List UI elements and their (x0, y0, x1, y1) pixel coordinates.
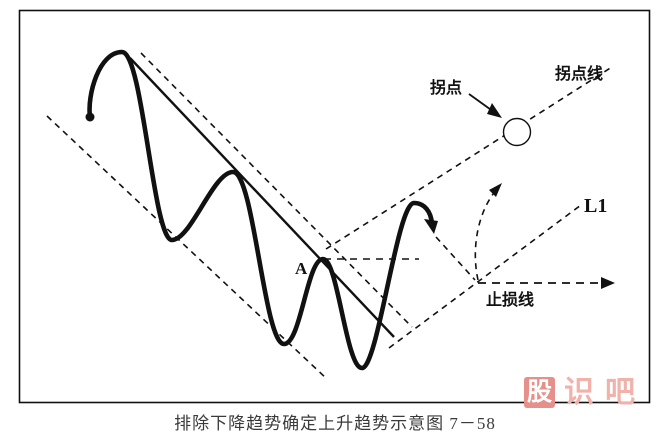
inflection-line (325, 66, 613, 250)
figure-caption: 排除下降趋势确定上升趋势示意图 7－58 (174, 414, 496, 433)
pivot-circle (502, 117, 532, 147)
price-curve (87, 49, 435, 371)
inflection-line-label: 拐点线 (555, 66, 604, 83)
watermark-rest-chars: 识吧 (564, 376, 646, 409)
breakout-up-arrow-line (474, 188, 498, 281)
watermark-block-char: 股 (524, 377, 555, 408)
frame-border (18, 9, 651, 404)
l1-line (388, 204, 582, 349)
downtrend-line (129, 57, 395, 338)
breakout-up-arrowhead-icon (489, 183, 502, 197)
stop-loss-label: 止损线 (486, 292, 535, 309)
watermark: 股 识吧 (524, 377, 646, 408)
l1-label: L1 (584, 195, 608, 217)
point-a-label: A (295, 259, 308, 278)
pullback-connector-line (435, 236, 476, 281)
stop-loss-arrowhead-icon (601, 277, 615, 289)
curve-end-arrowhead-icon (424, 219, 438, 234)
inflection-point-label: 拐点 (430, 80, 463, 97)
curve-start-dot (85, 112, 95, 122)
lower-channel-line (46, 115, 328, 380)
upper-channel-line (140, 52, 413, 328)
inflection-pointer-arrowhead-icon (487, 103, 502, 118)
